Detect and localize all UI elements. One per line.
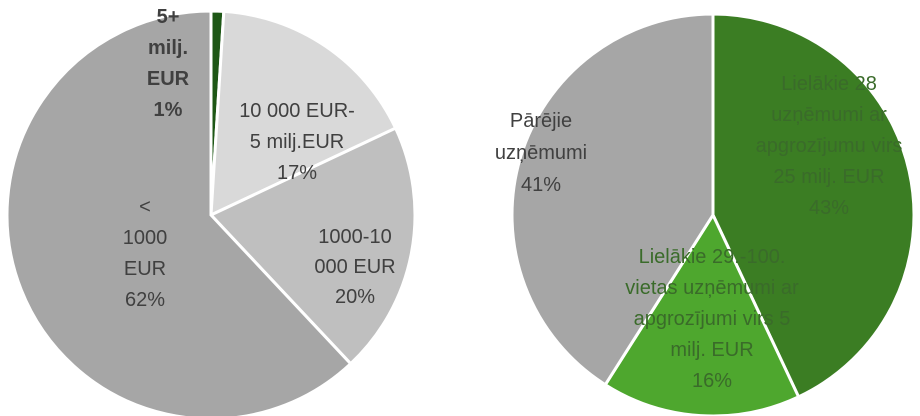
label-line: apgrozījumu virs (756, 135, 903, 157)
label-line: Pārējie (510, 110, 572, 132)
label-line: 25 milj. EUR (773, 166, 884, 188)
value-label: 41% (521, 174, 561, 196)
label-line: apgrozījumi virs 5 (634, 308, 791, 330)
label-line: 000 EUR (314, 256, 395, 278)
label-line: Lielākie 28 (781, 73, 877, 95)
label-line: vietas uzņēmumi ar (625, 277, 799, 299)
label-line: milj. (148, 37, 188, 59)
slice-label: <1000 EUR 62% (123, 196, 168, 311)
value-label: 43% (809, 197, 849, 219)
slice-label: 10 000 EUR- 5 milj.EUR 17% (239, 100, 355, 184)
value-label: 20% (335, 286, 375, 308)
slice-label: 5+ milj. EUR 1% (147, 6, 190, 121)
value-label: 62% (125, 289, 165, 311)
pie-slice (510, 12, 715, 387)
label-line: 10 000 EUR- (239, 100, 355, 122)
label-line: 1000-10 (318, 226, 391, 248)
label-line: milj. EUR (670, 339, 753, 361)
slice-label: Pārējie uzņēmumi 41% (495, 110, 587, 196)
slice-label: 1000-10 000 EUR 20% (314, 226, 395, 308)
label-line: 1000 (123, 227, 168, 249)
value-label: 1% (154, 99, 183, 121)
label-line: uzņēmumi (495, 142, 587, 164)
label-line: 5 milj.EUR (250, 131, 344, 153)
pie-slice (208, 126, 417, 366)
label-line: EUR (124, 258, 166, 280)
pie-slice (711, 12, 916, 399)
value-label: 16% (692, 370, 732, 392)
label-line: uzņēmumi ar (771, 104, 887, 126)
label-line: EUR (147, 68, 190, 90)
label-line: Lielākie 29.-100. (639, 246, 786, 268)
value-label: 17% (277, 162, 317, 184)
label-line: 5+ (157, 6, 180, 28)
slice-label: Lielākie 29.-100. vietas uzņēmumi ar apgro… (625, 246, 799, 392)
label-line: < (139, 196, 151, 218)
pie-slice (209, 9, 398, 218)
slice-label: Lielākie 28 uzņēmumi ar apgrozījumu virs 25… (756, 73, 903, 219)
